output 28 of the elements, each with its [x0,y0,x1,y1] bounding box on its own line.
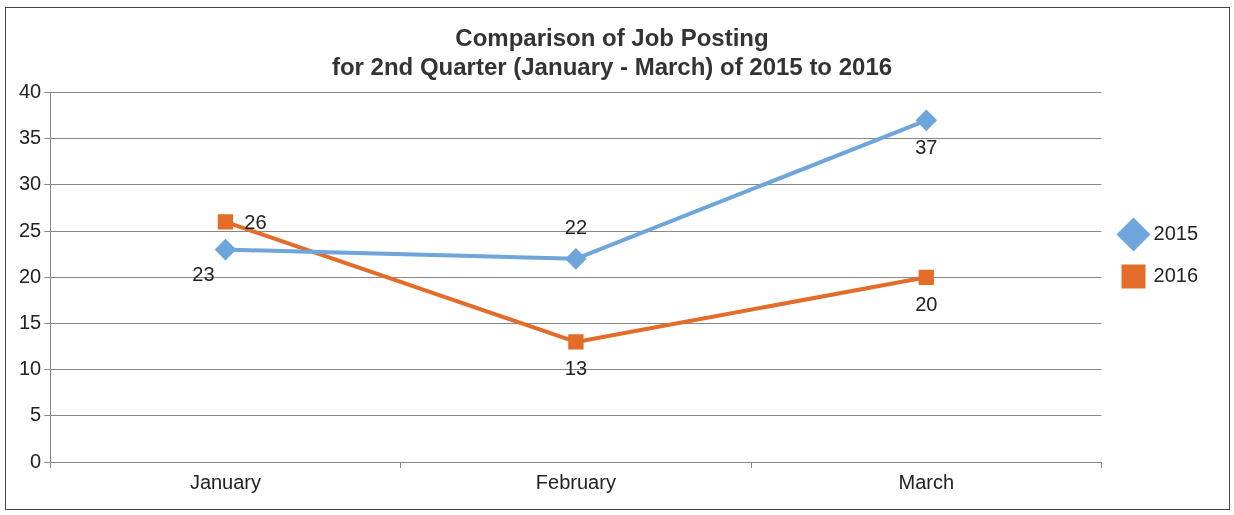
y-tick-label: 25 [19,218,42,241]
y-tick-label: 5 [30,403,42,426]
text: for 2nd Quarter (January - March) of 2015 to 2016 [331,52,893,80]
y-tick-label: 15 [19,310,42,333]
data-label: 20 [915,292,938,315]
text: Comparison of Job Posting [455,24,769,52]
x-tick-label: March [898,470,955,493]
point [215,239,236,260]
point [916,110,937,131]
x-tick-label: January [189,470,262,493]
y-tick-label: 35 [19,126,42,149]
y-tick-label: 0 [30,449,42,472]
data-label: 23 [192,263,215,286]
y-tick-label: 10 [19,357,42,380]
data-label: 22 [564,216,587,239]
y-tick-label: 40 [19,80,42,103]
y-tick-label: 20 [19,264,42,287]
point [217,214,234,230]
data-label: 13 [564,357,587,380]
data-label: 37 [915,135,938,158]
data-label: 26 [244,211,267,234]
x-tick-label: February [535,470,616,493]
point [565,248,586,269]
legend-label: 2015 [1153,222,1199,245]
y-tick-label: 30 [19,172,42,195]
point [568,334,584,350]
point [918,269,934,285]
legend-label: 2016 [1153,264,1199,287]
